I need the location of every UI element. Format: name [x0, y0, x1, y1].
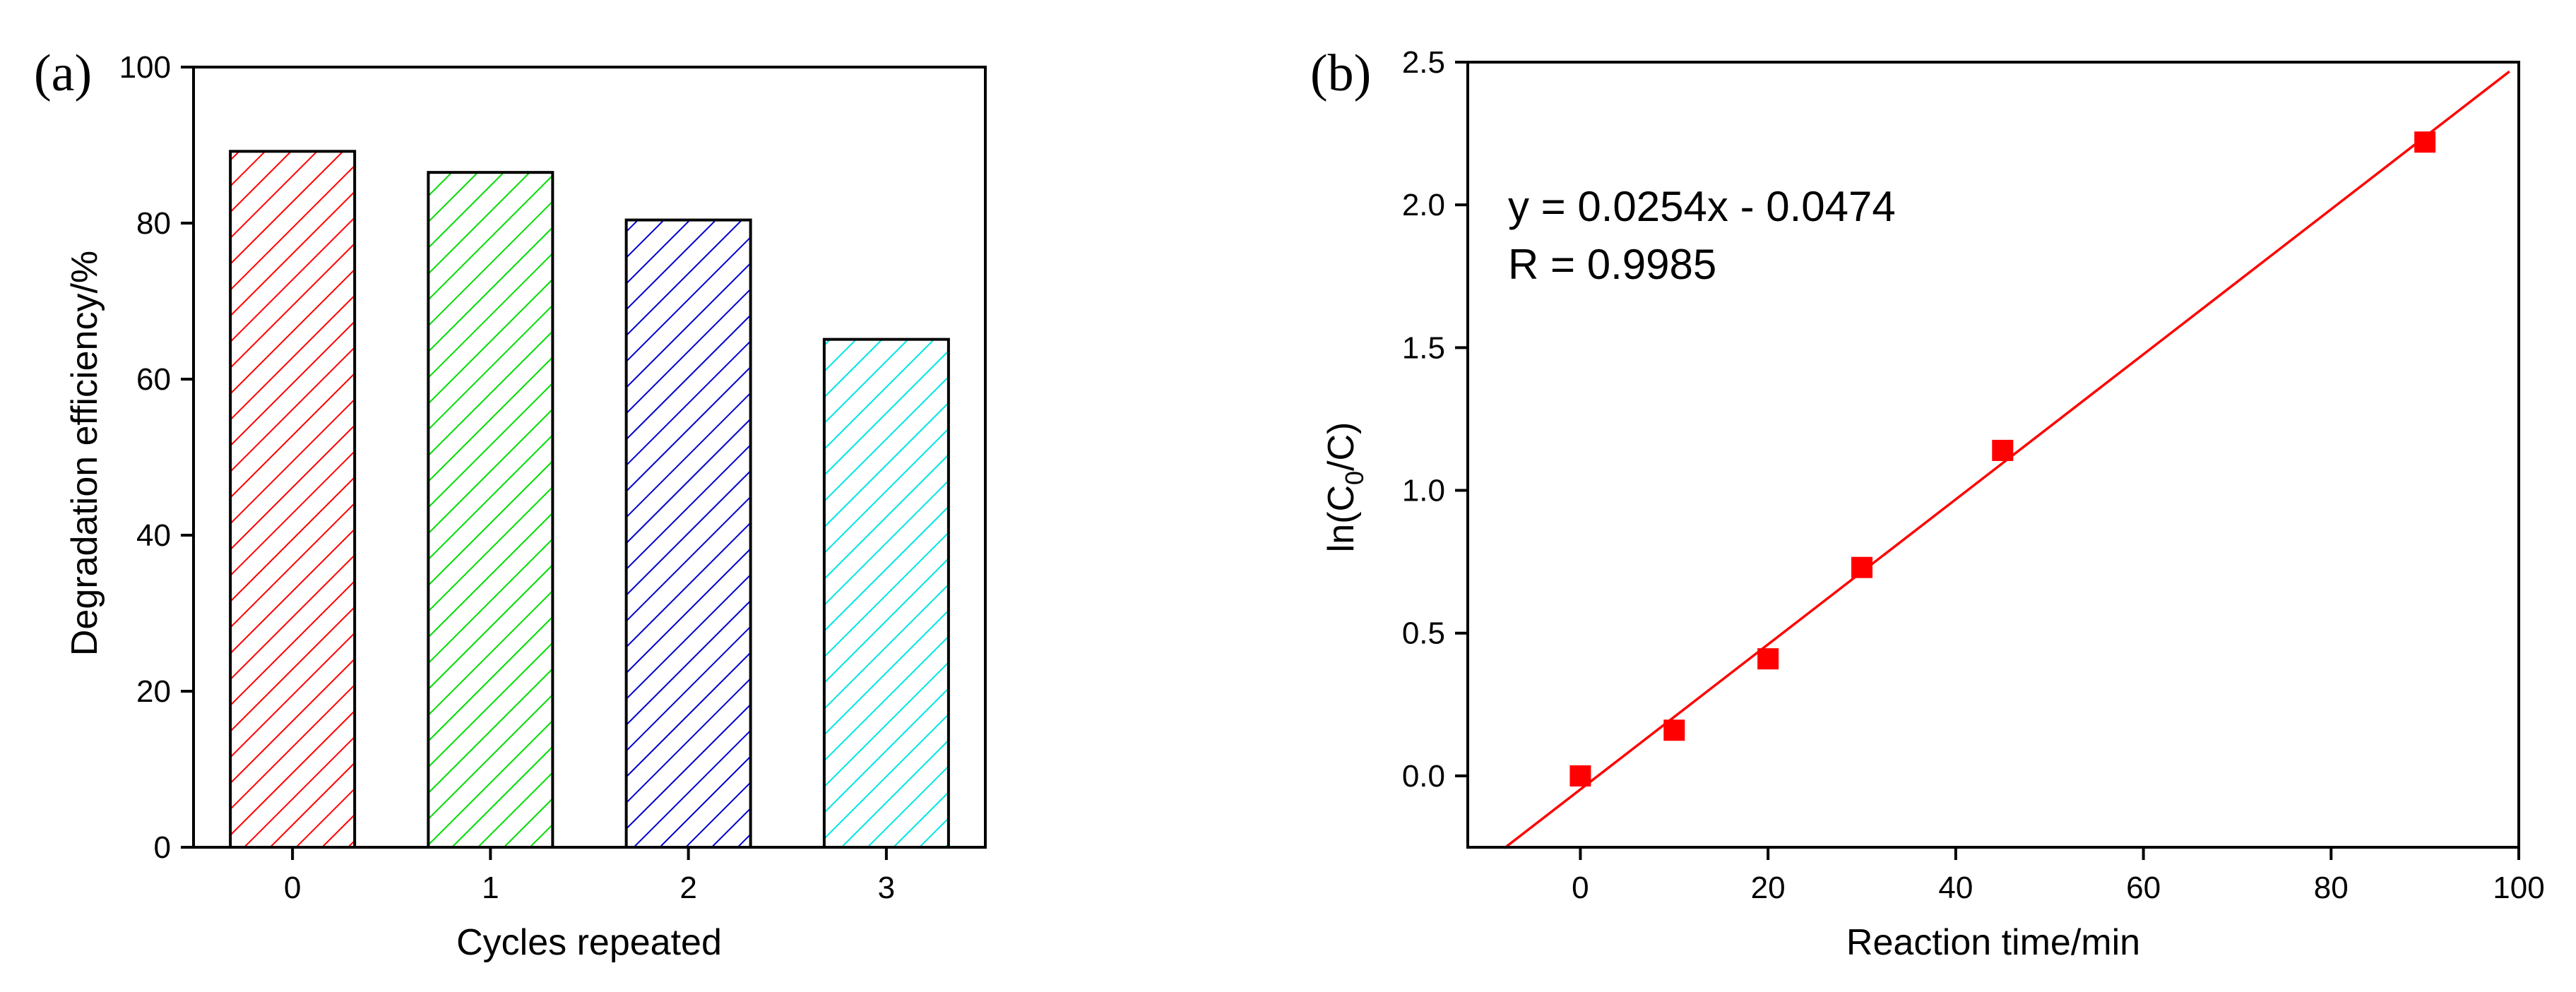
bar-cycle-0: [229, 150, 357, 849]
bar-cycle-1: [427, 171, 554, 849]
data-point-t0: [1569, 765, 1591, 787]
x-tick-label-60: 60: [2126, 871, 2161, 905]
y-tick-label-1.5: 1.5: [1402, 330, 1445, 365]
y-tick-label-80: 80: [136, 206, 171, 241]
x-tick-label-0: 0: [284, 871, 301, 905]
panel-b-scatter-chart: 0 20 40 60 80 100 0.0 0.5 1.0 1.5 2.0 2.5: [1402, 45, 2545, 905]
fit-equation: y = 0.0254x - 0.0474: [1508, 183, 1896, 230]
panel-a-label: (a): [34, 44, 92, 102]
y-tick-label-40: 40: [136, 518, 171, 553]
y-title-subscript: 0: [1340, 471, 1369, 485]
y-tick-label-1.0: 1.0: [1402, 474, 1445, 508]
y-tick-label-20: 20: [136, 674, 171, 709]
y-tick-label-0.5: 0.5: [1402, 616, 1445, 651]
y-tick-label-2.0: 2.0: [1402, 188, 1445, 222]
data-point-t45: [1992, 439, 2014, 461]
panel-a-x-axis-title: Cycles repeated: [456, 922, 722, 963]
data-point-t10: [1663, 719, 1685, 741]
bar-cycle-3: [822, 337, 950, 849]
panel-a-bar-chart: 0 1 2 3 0 20 40 60 80 100: [119, 50, 987, 905]
y-title-prefix: ln(C: [1321, 485, 1362, 552]
y-tick-label-0: 0: [154, 830, 171, 865]
panel-b-y-axis-title: ln(C0/C): [1321, 422, 1369, 553]
panel-a-y-axis-title: Degradation efficiency/%: [64, 251, 105, 656]
x-tick-label-80: 80: [2314, 871, 2349, 905]
x-tick-label-3: 3: [878, 871, 895, 905]
x-tick-label-100: 100: [2493, 871, 2544, 905]
panel-a-plot-frame: [192, 66, 987, 849]
data-point-t20: [1757, 648, 1779, 670]
data-point-t30: [1851, 556, 1872, 578]
y-title-suffix: /C): [1321, 422, 1362, 471]
x-tick-label-0: 0: [1572, 871, 1589, 905]
x-tick-label-2: 2: [679, 871, 696, 905]
y-tick-label-2.5: 2.5: [1402, 45, 1445, 80]
x-tick-label-20: 20: [1751, 871, 1786, 905]
panel-b-x-axis-title: Reaction time/min: [1846, 922, 2140, 963]
y-tick-label-60: 60: [136, 362, 171, 397]
y-tick-label-0.0: 0.0: [1402, 759, 1445, 794]
x-tick-label-1: 1: [482, 871, 499, 905]
data-point-t90: [2414, 131, 2436, 153]
bar-cycle-2: [624, 218, 752, 849]
panel-b-plot-frame: [1466, 61, 2520, 849]
y-tick-label-100: 100: [119, 50, 171, 85]
x-tick-label-40: 40: [1938, 871, 1973, 905]
fit-r-value: R = 0.9985: [1508, 241, 1716, 288]
panel-b-label: (b): [1310, 44, 1371, 102]
